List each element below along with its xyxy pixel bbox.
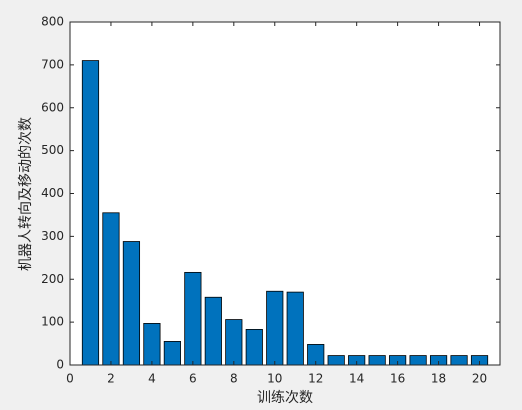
y-tick-label: 200 xyxy=(41,272,64,286)
bar xyxy=(204,296,222,366)
bar xyxy=(368,355,386,366)
x-tick-label: 4 xyxy=(148,372,156,386)
axes-box xyxy=(69,21,501,366)
bar xyxy=(163,341,181,366)
bar xyxy=(122,241,141,366)
x-tick-label: 20 xyxy=(472,372,487,386)
x-tick-label: 6 xyxy=(189,372,197,386)
x-tick-label: 18 xyxy=(431,372,446,386)
bar xyxy=(450,355,468,366)
plot-area xyxy=(70,22,500,365)
y-tick-label: 300 xyxy=(41,229,64,243)
bar xyxy=(409,355,427,366)
bar xyxy=(102,212,120,366)
x-axis-label: 训练次数 xyxy=(257,390,313,406)
bar xyxy=(266,290,284,366)
bar xyxy=(143,323,161,366)
x-tick-label: 16 xyxy=(390,372,405,386)
bar xyxy=(245,329,263,366)
x-tick-label: 2 xyxy=(107,372,115,386)
y-axis-label: 机器人转向及移动的次数 xyxy=(18,117,34,271)
bar xyxy=(81,60,100,366)
x-tick-label: 8 xyxy=(230,372,238,386)
bar xyxy=(286,291,304,366)
y-tick-label: 100 xyxy=(41,315,64,329)
y-tick-label: 0 xyxy=(56,358,64,372)
x-tick-label: 10 xyxy=(267,372,282,386)
y-tick-label: 700 xyxy=(41,57,64,71)
y-tick-label: 400 xyxy=(41,186,64,200)
x-tick-label: 0 xyxy=(66,372,74,386)
x-tick-label: 12 xyxy=(308,372,323,386)
y-tick-label: 600 xyxy=(41,100,64,114)
y-tick-label: 800 xyxy=(41,15,64,29)
x-tick-label: 14 xyxy=(349,372,364,386)
bar xyxy=(327,355,345,366)
bar xyxy=(184,271,202,366)
bar xyxy=(225,319,243,366)
y-tick-label: 500 xyxy=(41,143,64,157)
